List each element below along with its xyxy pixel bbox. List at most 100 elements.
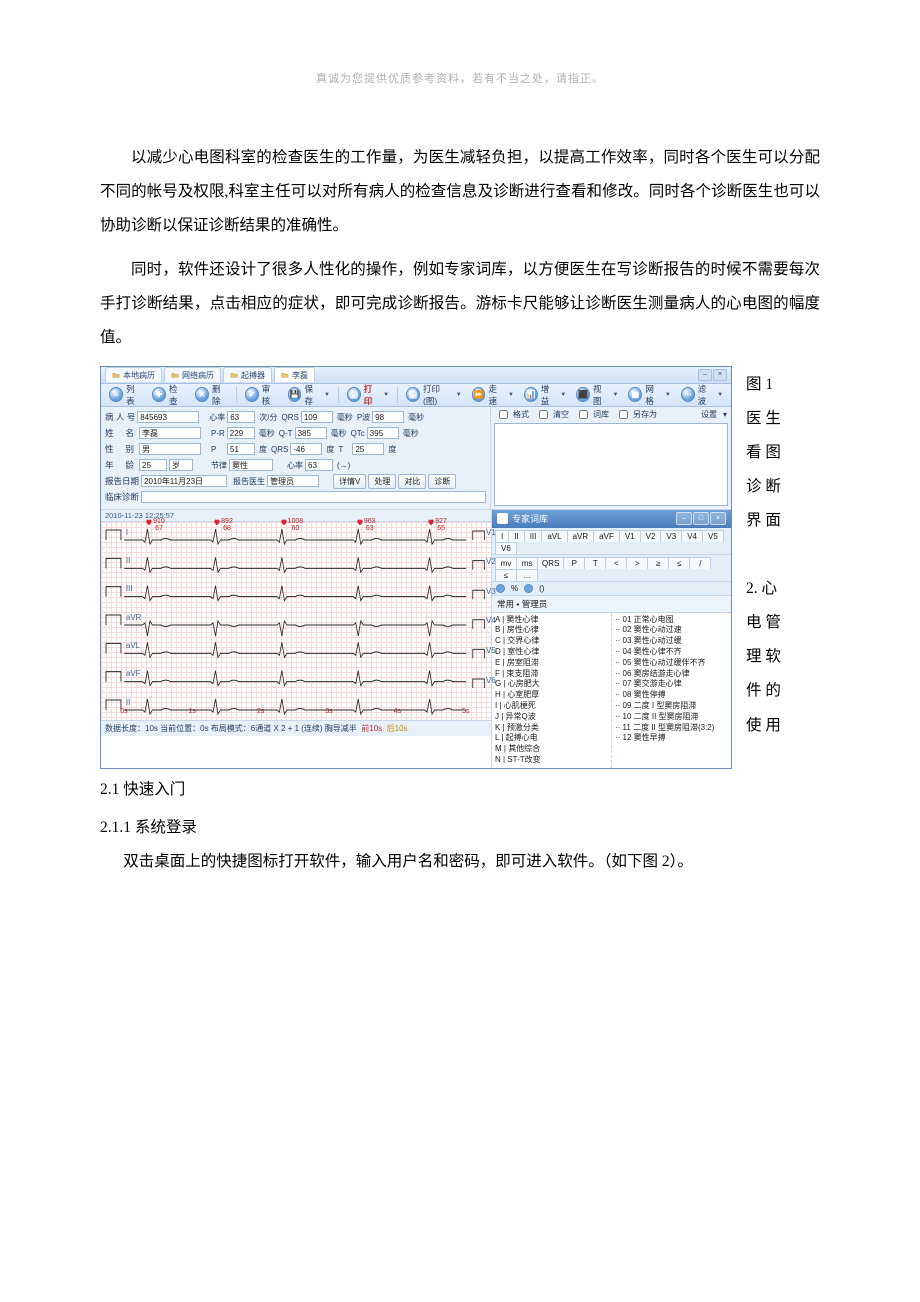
opt-format[interactable]: 格式 bbox=[495, 407, 529, 422]
app-tab[interactable]: 李磊 bbox=[274, 367, 315, 382]
app-tab[interactable]: 本地病历 bbox=[105, 367, 162, 382]
toolbar-button[interactable]: 🖨打印▼ bbox=[343, 386, 393, 404]
expert-item[interactable]: M | 其他综合 bbox=[495, 744, 608, 755]
note-textarea[interactable] bbox=[494, 423, 728, 506]
param-tab[interactable]: T bbox=[584, 557, 606, 569]
expert-item[interactable]: K | 预激分类 bbox=[495, 723, 608, 734]
opt-settings[interactable]: 设置 bbox=[701, 409, 717, 420]
expert-item[interactable]: ·· 02 窦性心动过速 bbox=[615, 625, 728, 636]
expert-max-icon[interactable]: □ bbox=[693, 512, 709, 525]
expert-min-icon[interactable]: – bbox=[676, 512, 692, 525]
lead-tab[interactable]: aVL bbox=[541, 530, 567, 542]
toolbar-button[interactable]: 🖨打印(图)▼ bbox=[402, 386, 466, 404]
diagnose-button[interactable]: 诊断 bbox=[428, 474, 456, 489]
qtc-input[interactable]: 395 bbox=[367, 427, 399, 439]
sex-input[interactable]: 男 bbox=[139, 443, 201, 455]
param-tab[interactable]: ms bbox=[516, 557, 538, 569]
param-tab[interactable]: ≤ bbox=[495, 569, 517, 581]
lead-tab[interactable]: V5 bbox=[702, 530, 724, 542]
qt-input[interactable]: 385 bbox=[295, 427, 327, 439]
expert-item[interactable]: C | 交界心律 bbox=[495, 636, 608, 647]
app-tab[interactable]: 起搏器 bbox=[223, 367, 272, 382]
compare-button[interactable]: 对比 bbox=[398, 474, 426, 489]
toolbar-button[interactable]: ✚检查 bbox=[148, 386, 189, 404]
toolbar-button[interactable]: ▦网格▼ bbox=[624, 386, 674, 404]
lead-tab[interactable]: V2 bbox=[640, 530, 662, 542]
expert-item[interactable]: I | 心肌梗死 bbox=[495, 701, 608, 712]
cat-a[interactable]: % bbox=[511, 584, 518, 593]
param-tab[interactable]: < bbox=[605, 557, 627, 569]
lead-tab[interactable]: V4 bbox=[681, 530, 703, 542]
expert-item[interactable]: G | 心房肥大 bbox=[495, 679, 608, 690]
expert-item[interactable]: ·· 05 窦性心动过缓伴不齐 bbox=[615, 658, 728, 669]
lead-tab[interactable]: III bbox=[524, 530, 543, 542]
name-input[interactable]: 李磊 bbox=[139, 427, 201, 439]
hr-input[interactable]: 63 bbox=[227, 411, 255, 423]
lead-tab[interactable]: V1 bbox=[619, 530, 641, 542]
process-button[interactable]: 处理 bbox=[368, 474, 396, 489]
lead-tab[interactable]: II bbox=[508, 530, 524, 542]
expert-item[interactable]: D | 室性心律 bbox=[495, 647, 608, 658]
expert-item[interactable]: ·· 06 窦房结游走心律 bbox=[615, 669, 728, 680]
toolbar-button[interactable]: 📊增益▼ bbox=[520, 386, 570, 404]
expert-list-left[interactable]: A | 窦性心律B | 房性心律C | 交界心律D | 室性心律E | 房室阻滞… bbox=[492, 613, 612, 768]
rhythm-input[interactable]: 窦性 bbox=[229, 459, 273, 471]
expert-item[interactable]: J | 异常Q波 bbox=[495, 712, 608, 723]
expert-item[interactable]: ·· 01 正常心电图 bbox=[615, 615, 728, 626]
ecg-canvas[interactable]: IIIIIIaVRaVLaVFIIV1V2V3V4V5V691067892681… bbox=[101, 522, 491, 720]
opt-clear[interactable]: 清空 bbox=[535, 407, 569, 422]
expert-item[interactable]: ·· 03 窦性心动过缓 bbox=[615, 636, 728, 647]
toolbar-button[interactable]: ⬛视图▼ bbox=[572, 386, 622, 404]
age-input[interactable]: 25 bbox=[139, 459, 167, 471]
hr2-input[interactable]: 63 bbox=[305, 459, 333, 471]
expert-item[interactable]: ·· 10 二度 II 型窦房阻滞 bbox=[615, 712, 728, 723]
expert-close-icon[interactable]: × bbox=[710, 512, 726, 525]
expert-item[interactable]: E | 房室阻滞 bbox=[495, 658, 608, 669]
param-tab[interactable]: ≤ bbox=[668, 557, 690, 569]
param-tab[interactable]: ≥ bbox=[647, 557, 669, 569]
toolbar-button[interactable]: ✔审核 bbox=[241, 386, 282, 404]
lead-tab[interactable]: V6 bbox=[495, 542, 517, 554]
lead-tab[interactable]: I bbox=[495, 530, 509, 542]
opt-saveas[interactable]: 另存为 bbox=[615, 407, 657, 422]
expert-item[interactable]: ·· 11 二度 II 型窦房阻滞(3:2) bbox=[615, 723, 728, 734]
param-tab[interactable]: / bbox=[689, 557, 711, 569]
lead-tab[interactable]: V3 bbox=[660, 530, 682, 542]
t-input[interactable]: 25 bbox=[352, 443, 384, 455]
app-tab[interactable]: 网络病历 bbox=[164, 367, 221, 382]
param-tab[interactable]: mv bbox=[495, 557, 517, 569]
pr-input[interactable]: 229 bbox=[227, 427, 255, 439]
toolbar-button[interactable]: 💾保存▼ bbox=[284, 386, 334, 404]
lead-tab[interactable]: aVR bbox=[567, 530, 595, 542]
opt-dict[interactable]: 词库 bbox=[575, 407, 609, 422]
expert-list-right[interactable]: ·· 01 正常心电图·· 02 窦性心动过速·· 03 窦性心动过缓·· 04… bbox=[612, 613, 731, 768]
toolbar-button[interactable]: ≡列表 bbox=[105, 386, 146, 404]
param-tab[interactable]: P bbox=[563, 557, 585, 569]
toolbar-button[interactable]: ⏩走速▼ bbox=[468, 386, 518, 404]
expert-item[interactable]: ·· 08 窦性停搏 bbox=[615, 690, 728, 701]
patient-id-input[interactable]: 845693 bbox=[137, 411, 199, 423]
expert-item[interactable]: A | 窦性心律 bbox=[495, 615, 608, 626]
expert-item[interactable]: F | 束支阻滞 bbox=[495, 669, 608, 680]
report-date-input[interactable]: 2010年11月23日 bbox=[141, 475, 227, 487]
expert-item[interactable]: ·· 07 窦交游走心律 bbox=[615, 679, 728, 690]
age-unit-select[interactable]: 岁 bbox=[169, 459, 193, 471]
toolbar-button[interactable]: ⋯滤波▼ bbox=[677, 386, 727, 404]
toolbar-button[interactable]: ✕删除 bbox=[191, 386, 232, 404]
expert-item[interactable]: ·· 12 窦性早搏 bbox=[615, 733, 728, 744]
expert-item[interactable]: L | 起搏心电 bbox=[495, 733, 608, 744]
detail-button[interactable]: 详情V bbox=[333, 474, 366, 489]
expert-item[interactable]: ·· 09 二度 I 型窦房阻滞 bbox=[615, 701, 728, 712]
expert-item[interactable]: H | 心室肥厚 bbox=[495, 690, 608, 701]
opt-settings-drop[interactable]: ▾ bbox=[723, 410, 727, 419]
qrs-input[interactable]: 109 bbox=[301, 411, 333, 423]
qrs-ax-input[interactable]: -46 bbox=[290, 443, 322, 455]
expert-item[interactable]: B | 房性心律 bbox=[495, 625, 608, 636]
report-doctor-input[interactable]: 管理员 bbox=[267, 475, 319, 487]
pwave-input[interactable]: 98 bbox=[372, 411, 404, 423]
cat-b[interactable]: () bbox=[539, 584, 544, 593]
lead-tab[interactable]: aVF bbox=[593, 530, 620, 542]
window-min-icon[interactable]: – bbox=[698, 369, 712, 381]
expert-item[interactable]: N | ST-T改变 bbox=[495, 755, 608, 766]
param-tab[interactable]: ... bbox=[516, 569, 538, 581]
